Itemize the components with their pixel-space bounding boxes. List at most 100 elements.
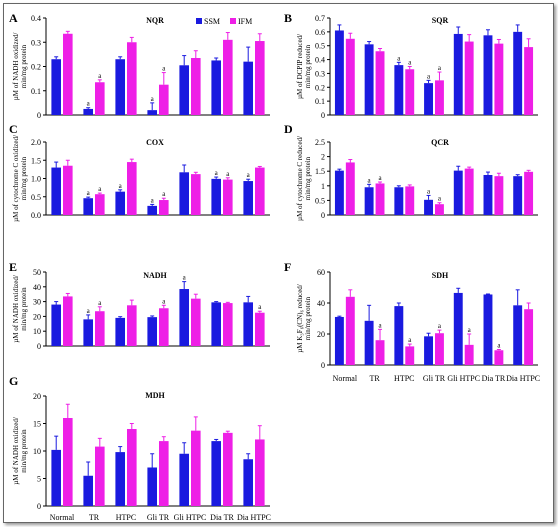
significance-mark: a (215, 169, 219, 177)
significance-mark: a (427, 187, 431, 195)
y-tick-label: 1 (321, 182, 325, 191)
bar-ifm (127, 305, 137, 346)
y-tick-label: 0.5 (31, 193, 41, 202)
bar-ssm (364, 44, 374, 116)
bar-ssm (513, 176, 523, 215)
y-tick-label: 0.4 (31, 14, 41, 23)
y-tick-label: 20 (33, 392, 41, 401)
bar-ifm (255, 439, 265, 506)
category-label: TR (89, 513, 100, 522)
y-tick-label: 0.2 (315, 83, 325, 92)
category-label: Gli HTPC (174, 513, 207, 522)
significance-mark: a (162, 297, 166, 305)
y-tick-label: 0 (37, 502, 41, 511)
significance-mark: a (98, 185, 102, 193)
bar-ssm (334, 316, 344, 365)
bar-ifm (191, 58, 201, 115)
significance-mark: a (183, 274, 187, 282)
significance-mark: a (368, 176, 372, 184)
y-axis-label: min/mg protein (20, 287, 28, 331)
significance-mark: a (162, 65, 166, 73)
bar-ssm (513, 305, 523, 365)
y-axis-label: µM of DCPIP reduced/ (296, 34, 304, 99)
bar-ifm (191, 430, 201, 506)
panel-a: A NQR 0 0.1 0.2 0.3 0.4 µM of NADH oxidized/min… (9, 11, 270, 120)
bar-ssm (83, 198, 93, 215)
significance-mark: a (226, 170, 230, 178)
y-axis-label: min/mg protein (304, 156, 312, 200)
bar-ssm (424, 336, 433, 365)
bar-ssm (424, 199, 433, 215)
y-tick-label: 20 (33, 312, 41, 321)
significance-mark: a (151, 95, 155, 103)
bar-ifm (127, 429, 137, 506)
significance-mark: a (378, 174, 382, 182)
y-tick-label: 1.5 (315, 167, 325, 176)
y-tick-label: 0.1 (315, 97, 325, 106)
significance-mark: a (162, 190, 166, 198)
panel-e: E NADH 0 10 20 30 40 50 µM of NADH oxidized/min/… (9, 260, 270, 351)
panel-g: G MDH 0 5 10 15 20 µM of NADH oxidized/min/mg p… (9, 374, 271, 522)
bar-ssm (243, 61, 253, 115)
bar-ssm (453, 170, 463, 215)
category-label: HTPC (394, 374, 414, 383)
significance-mark: a (119, 182, 123, 190)
bar-ssm (115, 191, 125, 215)
category-label: Gli TR (423, 374, 446, 383)
bar-ifm (464, 168, 474, 215)
legend-swatch-ifm (230, 18, 236, 24)
significance-mark: a (87, 189, 91, 197)
bar-ssm (364, 187, 374, 215)
category-label: HTPC (116, 513, 136, 522)
bar-ssm (394, 187, 404, 215)
bar-ssm (334, 170, 344, 215)
bar-ifm (255, 312, 265, 346)
panel-title: NQR (146, 16, 164, 25)
significance-mark: a (438, 322, 442, 330)
panel-title: QCR (431, 138, 449, 147)
y-axis-label: min/mg protein (304, 44, 312, 88)
bar-ssm (51, 449, 61, 506)
panel-letter: A (9, 11, 18, 25)
bar-ssm (394, 306, 404, 365)
y-tick-label: 1.0 (31, 175, 41, 184)
significance-mark: a (258, 303, 262, 311)
y-tick-label: 1.5 (31, 156, 41, 165)
bar-ifm (223, 303, 233, 346)
significance-mark: a (87, 100, 91, 108)
bar-ifm (63, 165, 73, 215)
y-tick-label: 15 (33, 420, 41, 429)
bar-ssm (147, 205, 157, 215)
y-tick-label: 10 (33, 327, 41, 336)
y-tick-label: 10 (33, 447, 41, 456)
y-tick-label: 0 (37, 342, 41, 351)
bar-ssm (513, 31, 523, 115)
bar-ssm (115, 452, 125, 506)
y-tick-label: 0.4 (315, 56, 325, 65)
bar-ifm (127, 162, 137, 215)
bar-ifm (127, 42, 137, 115)
category-label: TR (369, 374, 380, 383)
y-tick-label: 40 (317, 299, 325, 308)
category-label: Normal (50, 513, 75, 522)
panel-letter: E (9, 260, 17, 274)
bar-ssm (243, 459, 253, 506)
panel-title: SDH (432, 271, 449, 280)
panel-d: D QCR 0 0.5 1 1.5 2 2.5 µM of cytochrome C reduc… (284, 122, 538, 221)
legend-label-ssm: SSM (204, 17, 220, 26)
y-tick-label: 2.5 (315, 138, 325, 147)
bar-ssm (147, 110, 157, 115)
bar-ifm (63, 418, 73, 506)
y-tick-label: 30 (33, 298, 41, 307)
bar-ifm (63, 33, 73, 116)
bar-ifm (191, 174, 201, 215)
y-tick-label: 2.0 (31, 138, 41, 147)
bar-ssm (243, 302, 253, 346)
bar-ssm (211, 178, 221, 215)
panel-letter: B (284, 11, 292, 25)
bar-ssm (243, 181, 253, 215)
significance-mark: a (427, 72, 431, 80)
significance-mark: a (397, 54, 401, 62)
